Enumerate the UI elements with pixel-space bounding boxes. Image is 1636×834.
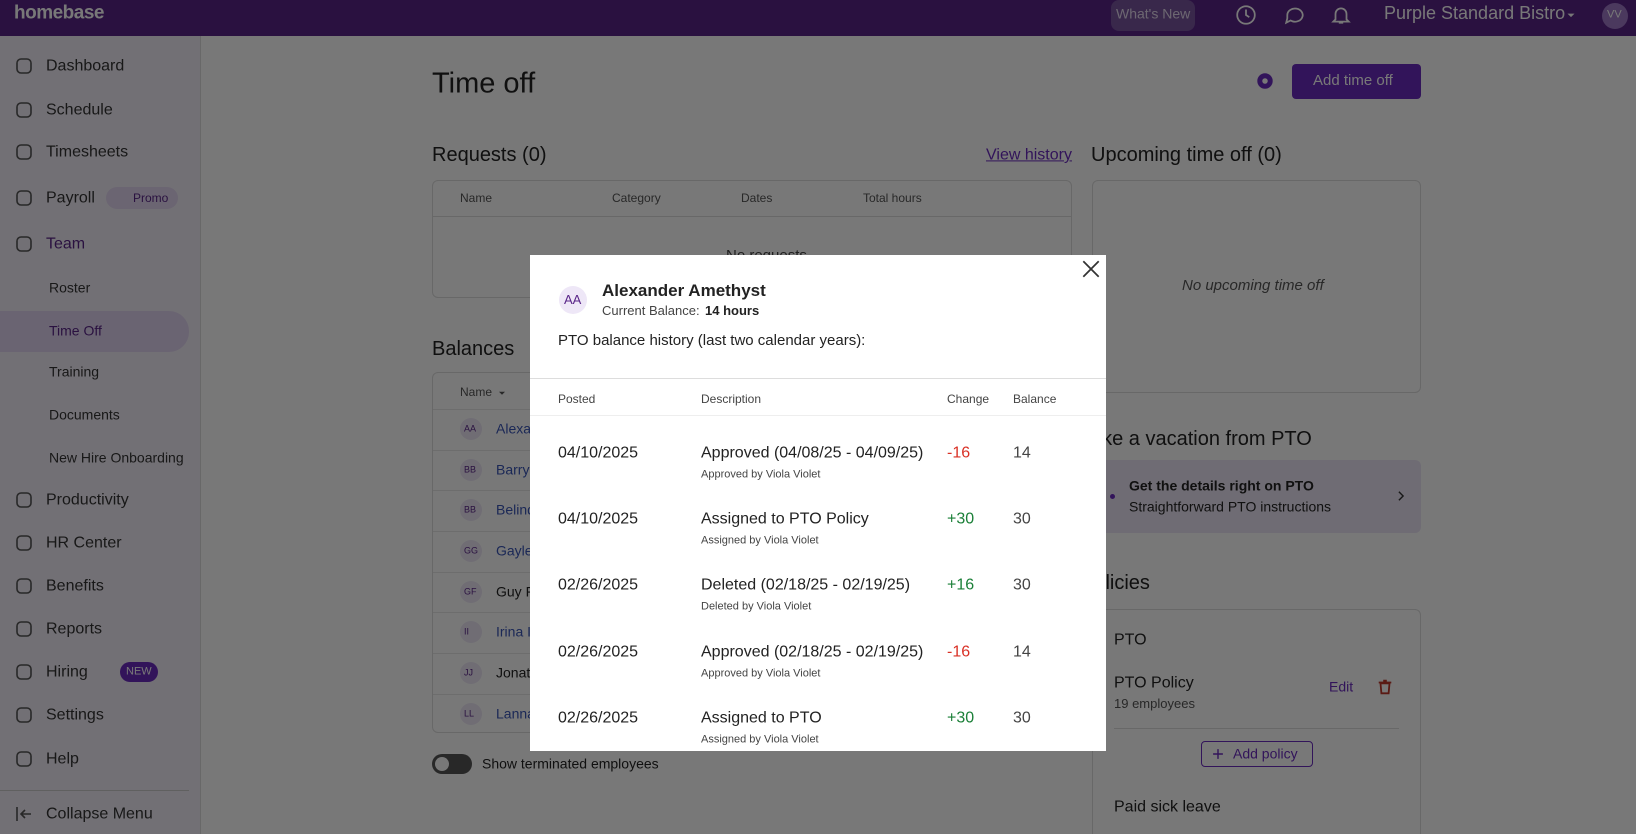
balance: 30 bbox=[1013, 576, 1031, 594]
description-by: Assigned by Viola Violet bbox=[701, 534, 819, 547]
column-header: Posted bbox=[558, 391, 596, 406]
column-header: Balance bbox=[1013, 391, 1057, 406]
description-by: Approved by Viola Violet bbox=[701, 468, 821, 481]
history-subtitle: PTO balance history (last two calendar y… bbox=[558, 332, 866, 349]
balance: 14 bbox=[1013, 444, 1031, 462]
balance-label: Current Balance: bbox=[602, 303, 700, 319]
posted-date: 04/10/2025 bbox=[558, 510, 639, 528]
description-by: Approved by Viola Violet bbox=[701, 667, 821, 680]
change: -16 bbox=[947, 444, 971, 462]
balance: 14 bbox=[1013, 643, 1031, 661]
description: Assigned to PTO Policy bbox=[701, 510, 869, 528]
column-header: Description bbox=[701, 391, 762, 406]
posted-date: 02/26/2025 bbox=[558, 709, 639, 727]
modal-divider bbox=[530, 378, 1106, 379]
description-by: Deleted by Viola Violet bbox=[701, 600, 812, 613]
change: +30 bbox=[947, 510, 975, 528]
posted-date: 02/26/2025 bbox=[558, 643, 639, 661]
employee-name: Alexander Amethyst bbox=[602, 280, 766, 300]
balance: 30 bbox=[1013, 709, 1031, 727]
column-header: Change bbox=[947, 391, 990, 406]
description: Assigned to PTO bbox=[701, 709, 822, 727]
balance: 30 bbox=[1013, 510, 1031, 528]
close-button[interactable] bbox=[1080, 258, 1102, 280]
modal: AA Alexander Amethyst Current Balance: 14 h… bbox=[530, 255, 1106, 751]
balance-value: 14 hours bbox=[705, 303, 760, 319]
modal-initials: AA bbox=[564, 292, 582, 308]
change: -16 bbox=[947, 643, 971, 661]
description-by: Assigned by Viola Violet bbox=[701, 733, 819, 746]
description: Approved (04/08/25 - 04/09/25) bbox=[701, 444, 924, 462]
change: +16 bbox=[947, 576, 975, 594]
posted-date: 02/26/2025 bbox=[558, 576, 639, 594]
change: +30 bbox=[947, 709, 975, 727]
description: Approved (02/18/25 - 02/19/25) bbox=[701, 643, 924, 661]
modal-avatar bbox=[559, 286, 587, 314]
header-divider bbox=[530, 415, 1106, 416]
description: Deleted (02/18/25 - 02/19/25) bbox=[701, 576, 911, 594]
posted-date: 04/10/2025 bbox=[558, 444, 639, 462]
